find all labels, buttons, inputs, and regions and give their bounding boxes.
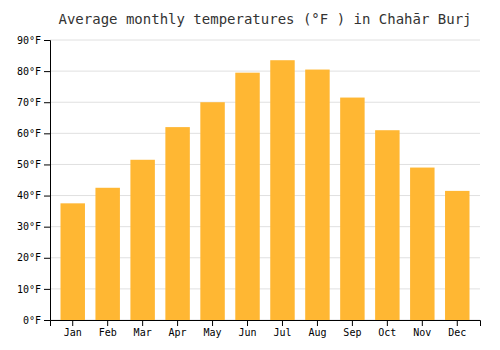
tick-mark: [352, 320, 353, 326]
x-tick-label: Mar: [134, 327, 152, 338]
bars: [60, 60, 469, 320]
x-tick: Aug: [308, 320, 326, 338]
y-tick-label: 80°F: [17, 66, 41, 77]
tick-mark: [142, 320, 143, 326]
bar: [410, 168, 434, 320]
chart: Jan Feb Mar Apr May Jun Jul Aug Sep Oct Nov Dec 0°F 1…: [0, 0, 500, 350]
y-tick-label: 30°F: [17, 221, 41, 232]
x-axis: Jan Feb Mar Apr May Jun Jul Aug Sep Oct Nov Dec: [51, 320, 481, 338]
x-tick: Sep: [343, 320, 361, 338]
y-tick: 60°F: [17, 128, 50, 139]
y-tick: 50°F: [17, 159, 50, 170]
x-tick-label: Aug: [308, 327, 326, 338]
x-tick-label: Oct: [378, 327, 396, 338]
tick-mark: [247, 320, 248, 326]
x-tick-label: Jun: [238, 327, 256, 338]
axis-domain: [44, 41, 51, 321]
tick-mark: [44, 289, 50, 290]
y-tick-label: 40°F: [17, 190, 41, 201]
y-tick: 0°F: [23, 315, 50, 326]
bar: [60, 203, 84, 320]
bar: [235, 73, 259, 320]
y-tick-label: 90°F: [17, 35, 41, 46]
y-tick-label: 60°F: [17, 128, 41, 139]
x-tick: Oct: [378, 320, 396, 338]
tick-mark: [44, 258, 50, 259]
tick-mark: [177, 320, 178, 326]
bar: [165, 127, 189, 320]
x-tick: Nov: [413, 320, 431, 338]
y-tick-label: 10°F: [17, 284, 41, 295]
bar: [95, 188, 119, 320]
y-tick: 90°F: [17, 35, 50, 46]
tick-mark: [44, 40, 50, 41]
x-tick-label: Jul: [273, 327, 291, 338]
x-tick-label: Jan: [64, 327, 82, 338]
bar: [375, 130, 399, 320]
x-tick: Mar: [134, 320, 152, 338]
grid-line: [50, 40, 480, 41]
tick-mark: [44, 227, 50, 228]
y-tick: 20°F: [17, 252, 50, 263]
bar: [130, 160, 154, 320]
y-tick: 70°F: [17, 97, 50, 108]
tick-mark: [44, 102, 50, 103]
tick-mark: [282, 320, 283, 326]
x-tick-label: Dec: [448, 327, 466, 338]
x-tick: Jun: [238, 320, 256, 338]
y-tick-label: 70°F: [17, 97, 41, 108]
x-tick-label: May: [204, 327, 222, 338]
x-tick: May: [204, 320, 222, 338]
y-tick: 80°F: [17, 66, 50, 77]
x-tick-label: Feb: [99, 327, 117, 338]
y-axis: 0°F 10°F 20°F 30°F 40°F 50°F 60°F 70°F 80°F 90°F: [17, 35, 51, 326]
tick-mark: [422, 320, 423, 326]
x-tick-label: Sep: [343, 327, 361, 338]
grid-line: [50, 71, 480, 72]
bar: [305, 70, 329, 320]
y-tick-label: 0°F: [23, 315, 41, 326]
tick-mark: [387, 320, 388, 326]
bar: [200, 102, 224, 320]
bar: [270, 60, 294, 320]
tick-mark: [44, 196, 50, 197]
y-tick-label: 50°F: [17, 159, 41, 170]
bar: [340, 98, 364, 320]
x-tick-label: Apr: [169, 327, 187, 338]
x-tick: Feb: [99, 320, 117, 338]
y-tick-label: 20°F: [17, 252, 41, 263]
tick-mark: [212, 320, 213, 326]
tick-mark: [72, 320, 73, 326]
tick-mark: [317, 320, 318, 326]
grid-line: [50, 102, 480, 103]
tick-mark: [44, 164, 50, 165]
x-tick: Apr: [169, 320, 187, 338]
grid-line: [50, 133, 480, 134]
bar: [445, 191, 469, 320]
tick-mark: [107, 320, 108, 326]
x-tick-label: Nov: [413, 327, 431, 338]
axis-domain: [51, 321, 481, 327]
y-tick: 10°F: [17, 284, 50, 295]
tick-mark: [44, 320, 50, 321]
title: Average monthly temperatures (°F ) in Ch…: [58, 11, 471, 27]
x-tick: Dec: [448, 320, 466, 338]
tick-mark: [457, 320, 458, 326]
tick-mark: [44, 71, 50, 72]
y-tick: 30°F: [17, 221, 50, 232]
x-tick: Jan: [64, 320, 82, 338]
grid: [50, 40, 480, 320]
grid-line: [50, 164, 480, 165]
x-tick: Jul: [273, 320, 291, 338]
tick-mark: [44, 133, 50, 134]
y-tick: 40°F: [17, 190, 50, 201]
plot: Jan Feb Mar Apr May Jun Jul Aug Sep Oct Nov Dec 0°F 1…: [17, 35, 481, 338]
